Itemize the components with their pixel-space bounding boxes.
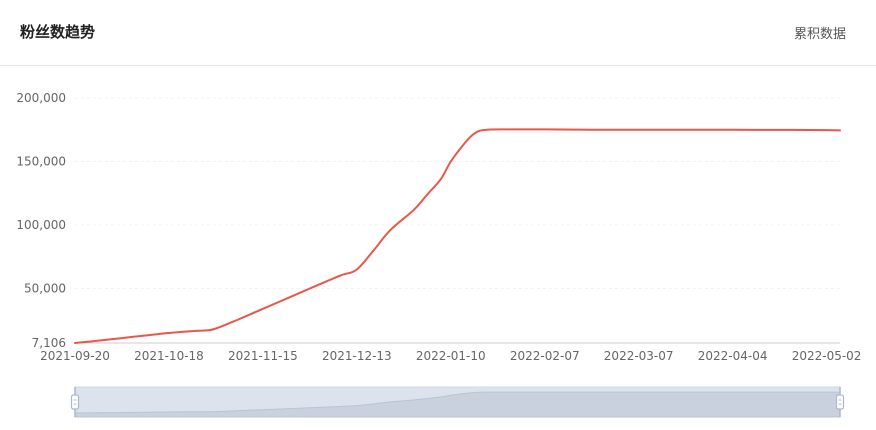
x-tick-label: 2022-04-04 bbox=[698, 349, 768, 363]
x-tick-label: 2022-02-07 bbox=[510, 349, 580, 363]
x-tick-label: 2021-10-18 bbox=[134, 349, 204, 363]
chart-title: 粉丝数趋势 bbox=[20, 23, 96, 41]
card-header: 粉丝数趋势 累积数据 bbox=[0, 0, 876, 66]
y-tick-label: 7,106 bbox=[32, 336, 66, 350]
x-tick-label: 2022-03-07 bbox=[604, 349, 674, 363]
data-zoom-preview-area bbox=[74, 391, 841, 418]
zoom-handle-right[interactable] bbox=[835, 387, 845, 417]
cumulative-data-toggle[interactable]: 累积数据 bbox=[793, 27, 846, 42]
y-tick-label: 150,000 bbox=[16, 155, 66, 169]
zoom-handle-grip bbox=[70, 394, 80, 410]
y-tick-label: 50,000 bbox=[24, 282, 66, 296]
y-tick-label: 100,000 bbox=[16, 218, 66, 232]
follower-trend-line bbox=[74, 128, 841, 344]
zoom-handle-left[interactable] bbox=[70, 387, 80, 417]
x-tick-label: 2021-11-15 bbox=[228, 349, 298, 363]
x-tick-label: 2021-12-13 bbox=[322, 349, 392, 363]
x-tick-label: 2022-01-10 bbox=[416, 349, 486, 363]
y-tick-label: 200,000 bbox=[16, 91, 66, 105]
x-tick-label: 2022-05-02 bbox=[792, 349, 862, 363]
x-tick-label: 2021-09-20 bbox=[40, 349, 110, 363]
zoom-handle-grip bbox=[835, 394, 845, 410]
